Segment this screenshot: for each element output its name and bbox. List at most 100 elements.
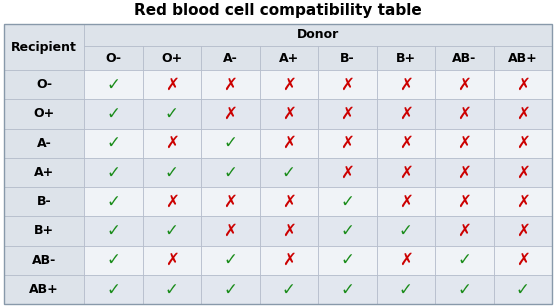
Text: ✗: ✗ [282,105,296,123]
Text: ✗: ✗ [165,134,178,152]
Text: ✓: ✓ [106,222,120,240]
Text: ✓: ✓ [106,105,120,123]
Bar [494,46,552,70]
Bar [260,46,318,70]
Bar [376,187,435,216]
Bar [435,128,494,158]
Bar [260,187,318,216]
Bar [435,245,494,275]
Bar [260,99,318,128]
Bar [4,187,84,216]
Bar [435,275,494,304]
Text: ✗: ✗ [458,134,471,152]
Text: ✓: ✓ [399,280,413,298]
Text: ✗: ✗ [458,222,471,240]
Text: ✗: ✗ [458,163,471,181]
Bar [318,187,376,216]
Text: ✗: ✗ [516,251,530,269]
Bar [494,158,552,187]
Text: ✓: ✓ [340,222,354,240]
Text: ✗: ✗ [165,251,178,269]
Bar [318,216,376,245]
Text: ✗: ✗ [282,251,296,269]
Text: ✓: ✓ [106,280,120,298]
Text: ✓: ✓ [340,251,354,269]
Text: ✗: ✗ [282,76,296,94]
Text: ✗: ✗ [516,76,530,94]
Bar [260,245,318,275]
Bar [142,245,201,275]
Text: ✓: ✓ [224,280,237,298]
Bar [4,216,84,245]
Text: O+: O+ [161,51,182,64]
Text: ✓: ✓ [106,76,120,94]
Text: Recipient: Recipient [11,40,77,54]
Text: ✗: ✗ [165,76,178,94]
Text: ✗: ✗ [340,76,354,94]
Text: AB+: AB+ [29,283,59,296]
Text: ✗: ✗ [516,134,530,152]
Bar [142,275,201,304]
Bar [142,187,201,216]
Bar [84,46,142,70]
Bar [201,70,260,99]
Bar [142,46,201,70]
Bar [84,158,142,187]
Text: O+: O+ [33,107,54,120]
Bar [84,216,142,245]
Bar [4,70,84,99]
Bar [201,99,260,128]
Bar [318,275,376,304]
Bar [376,99,435,128]
Text: ✓: ✓ [224,251,237,269]
Bar [494,245,552,275]
Text: ✗: ✗ [340,105,354,123]
Text: ✗: ✗ [282,134,296,152]
Bar [494,187,552,216]
Bar [494,70,552,99]
Text: AB-: AB- [32,253,56,267]
Bar [201,245,260,275]
Bar [318,70,376,99]
Bar [318,99,376,128]
Text: ✗: ✗ [165,192,178,211]
Text: Donor: Donor [297,29,339,42]
Bar [435,99,494,128]
Bar [318,245,376,275]
Text: A-: A- [223,51,237,64]
Bar [4,158,84,187]
Bar [260,275,318,304]
Text: A-: A- [37,137,51,150]
Text: ✓: ✓ [106,134,120,152]
Bar [435,158,494,187]
Bar [201,275,260,304]
Text: AB+: AB+ [508,51,538,64]
Bar [4,99,84,128]
Bar [4,128,84,158]
Text: ✓: ✓ [340,280,354,298]
Bar [201,216,260,245]
Text: ✗: ✗ [340,134,354,152]
Text: ✗: ✗ [224,192,237,211]
Bar [376,46,435,70]
Text: ✓: ✓ [165,222,178,240]
Text: ✓: ✓ [165,163,178,181]
Bar [376,70,435,99]
Text: ✓: ✓ [224,134,237,152]
Bar [376,245,435,275]
Text: A+: A+ [279,51,299,64]
Text: B-: B- [340,51,355,64]
Bar [494,99,552,128]
Text: Red blood cell compatibility table: Red blood cell compatibility table [134,3,422,18]
Bar [142,158,201,187]
Bar [494,216,552,245]
Text: ✗: ✗ [458,105,471,123]
Text: ✓: ✓ [399,222,413,240]
Bar [260,70,318,99]
Bar [84,245,142,275]
Bar [142,216,201,245]
Text: ✓: ✓ [458,280,471,298]
Bar [201,187,260,216]
Bar [318,158,376,187]
Bar [494,275,552,304]
